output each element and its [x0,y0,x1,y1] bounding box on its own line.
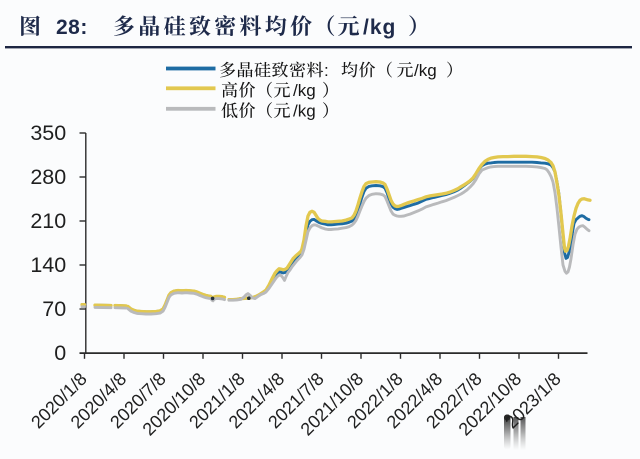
svg-text:350: 350 [30,121,66,145]
svg-text:28:: 28: [56,16,88,39]
svg-text:/kg: /kg [293,81,316,100]
svg-text:/kg: /kg [293,102,316,121]
svg-text:/kg: /kg [414,61,437,80]
svg-text:210: 210 [30,209,66,233]
svg-text::: : [324,61,329,80]
svg-text:140: 140 [30,253,66,277]
svg-text:280: 280 [30,165,66,189]
svg-text:70: 70 [42,297,66,321]
svg-text:0: 0 [54,341,66,365]
svg-text:/kg: /kg [363,16,396,39]
